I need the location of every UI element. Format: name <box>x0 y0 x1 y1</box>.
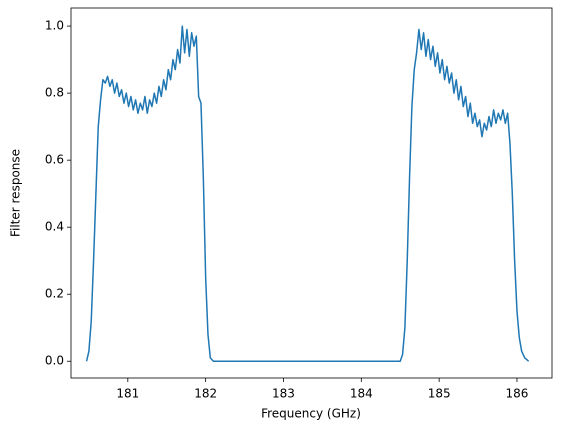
x-tick-label: 184 <box>350 387 373 401</box>
x-tick-label: 183 <box>272 387 295 401</box>
data-line <box>85 25 530 362</box>
y-axis-label: Filter response <box>9 149 23 237</box>
x-tick-label: 181 <box>116 387 139 401</box>
y-tick-label: 1.0 <box>45 19 64 33</box>
x-tick-label: 182 <box>194 387 217 401</box>
y-tick-label: 0.8 <box>45 86 64 100</box>
plot-frame <box>70 7 553 379</box>
x-tick-label: 186 <box>506 387 529 401</box>
y-tick-label: 0.2 <box>45 287 64 301</box>
y-tick-label: 0.4 <box>45 220 64 234</box>
y-tick-label: 0.0 <box>45 354 64 368</box>
y-tick-label: 0.6 <box>45 153 64 167</box>
x-axis-label: Frequency (GHz) <box>261 407 361 421</box>
x-tick-label: 185 <box>428 387 451 401</box>
